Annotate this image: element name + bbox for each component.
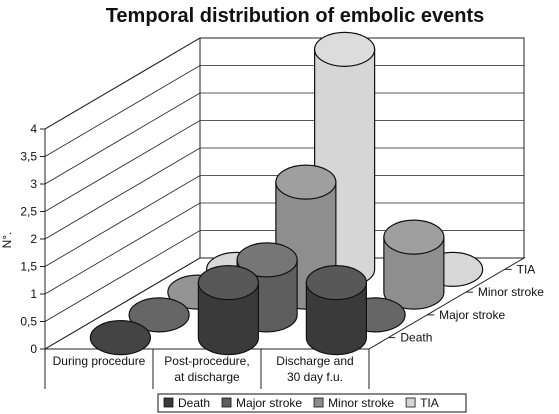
legend: Death Major stroke Minor stroke TIA bbox=[157, 393, 467, 413]
bar-body bbox=[197, 282, 259, 356]
depth-axis-labels: Death Major stroke Minor stroke TIA bbox=[400, 262, 544, 344]
legend-swatch bbox=[313, 397, 324, 408]
legend-swatch bbox=[163, 397, 174, 408]
category-label: During procedure bbox=[53, 354, 146, 368]
y-tick-label: 1,5 bbox=[20, 260, 37, 274]
category-label: 30 day f.u. bbox=[287, 370, 343, 384]
bar-body bbox=[383, 236, 445, 310]
y-tick-label: 3 bbox=[30, 177, 37, 191]
y-tick-label: 4 bbox=[30, 122, 37, 136]
bar bbox=[383, 219, 445, 310]
y-tick-label: 3,5 bbox=[20, 150, 37, 164]
y-tick-label: 1 bbox=[30, 287, 37, 301]
depth-label: TIA bbox=[517, 262, 536, 276]
gridline bbox=[44, 147, 524, 240]
depth-label: Major stroke bbox=[439, 308, 505, 322]
legend-box bbox=[157, 393, 467, 413]
y-tick-label: 0 bbox=[30, 342, 37, 356]
category-labels: During procedure Post-procedure, at discha… bbox=[53, 354, 354, 384]
legend-label: Death bbox=[178, 396, 210, 410]
bar-top bbox=[305, 265, 367, 301]
bar bbox=[197, 265, 259, 356]
bar-top bbox=[314, 31, 376, 67]
category-label: Discharge and bbox=[276, 354, 353, 368]
chart-bars bbox=[89, 31, 484, 356]
gridline bbox=[44, 202, 524, 295]
bar-top bbox=[89, 320, 151, 356]
depth-label: Minor stroke bbox=[478, 285, 544, 299]
y-tick-label: 2 bbox=[30, 232, 37, 246]
y-tick-labels: 0 0,5 1 1,5 2 2,5 3 3,5 4 bbox=[20, 122, 37, 356]
chart-title: Temporal distribution of embolic events bbox=[106, 5, 485, 27]
bar-top bbox=[236, 242, 298, 278]
bar bbox=[89, 320, 151, 356]
legend-label: Major stroke bbox=[236, 396, 302, 410]
y-tick-label: 2,5 bbox=[20, 205, 37, 219]
legend-label: TIA bbox=[420, 396, 439, 410]
y-tick-label: 0,5 bbox=[20, 315, 37, 329]
bar-body bbox=[305, 282, 367, 356]
legend-swatch bbox=[405, 397, 416, 408]
gridline bbox=[44, 37, 524, 130]
bar-top bbox=[128, 297, 190, 333]
category-label: at discharge bbox=[174, 370, 240, 384]
legend-label: Minor stroke bbox=[328, 396, 394, 410]
bar bbox=[305, 265, 367, 356]
gridline bbox=[44, 65, 524, 157]
bar-top bbox=[275, 164, 337, 200]
bar bbox=[128, 297, 190, 333]
bar-top bbox=[197, 265, 259, 301]
y-axis-label: N°. bbox=[0, 232, 14, 249]
gridline bbox=[44, 120, 524, 212]
category-label: Post-procedure, bbox=[164, 354, 249, 368]
gridline bbox=[44, 175, 524, 267]
depth-label: Death bbox=[400, 331, 432, 345]
gridline bbox=[44, 92, 524, 185]
legend-swatch bbox=[221, 397, 232, 408]
bar-top bbox=[383, 219, 445, 255]
